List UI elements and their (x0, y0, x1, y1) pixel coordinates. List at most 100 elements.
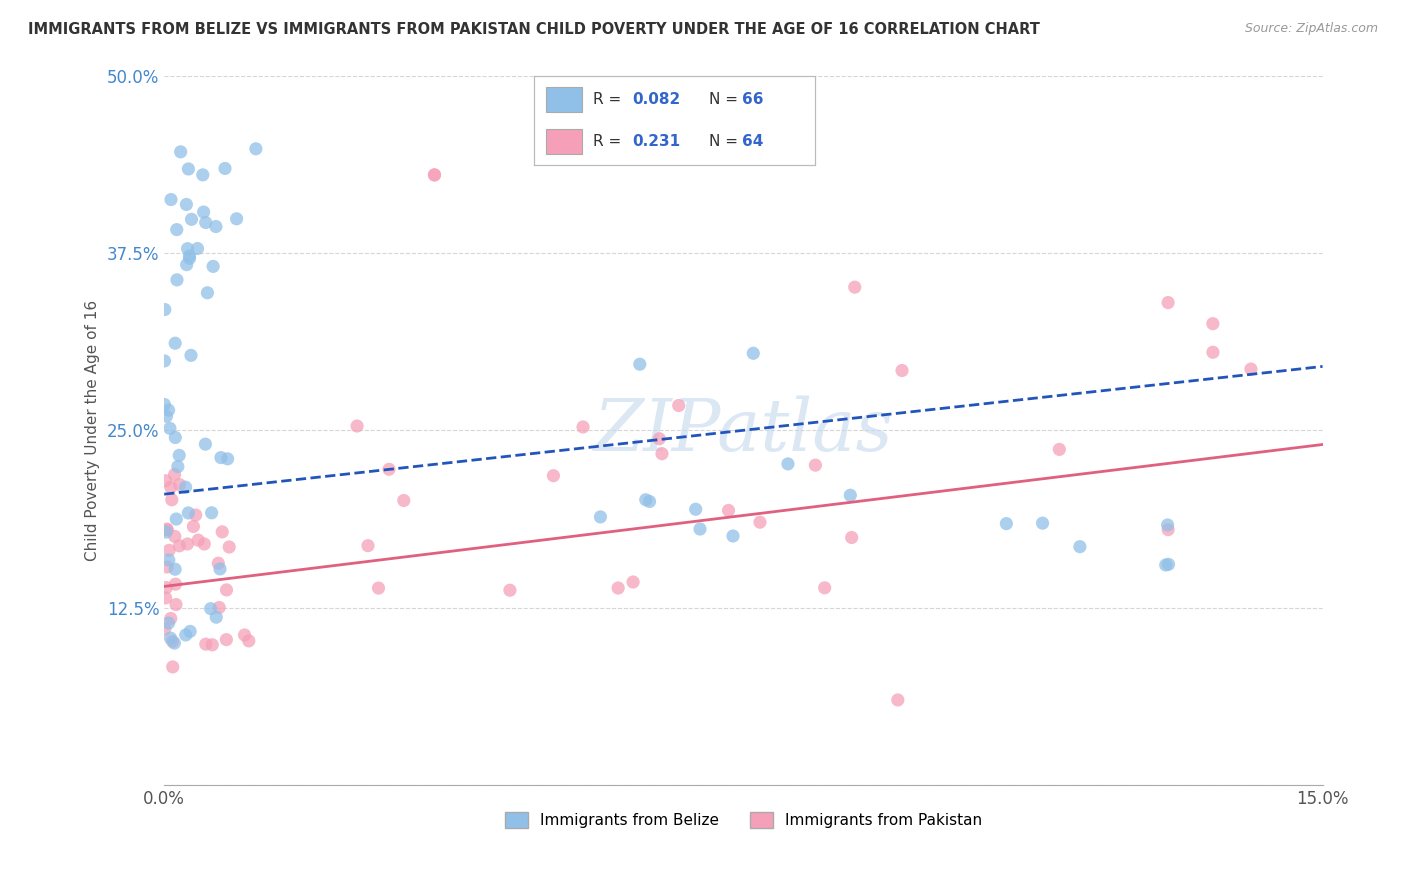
Legend: Immigrants from Belize, Immigrants from Pakistan: Immigrants from Belize, Immigrants from … (499, 806, 988, 834)
Point (211, 524, 233, 539)
Point (159, 611, 181, 625)
Point (166, 222, 188, 236)
Text: R =: R = (593, 135, 627, 149)
Point (995, 516, 1018, 531)
Point (721, 529, 744, 543)
Point (165, 430, 187, 444)
Point (157, 543, 180, 558)
Point (157, 553, 180, 567)
Point (162, 634, 184, 648)
Point (1157, 523, 1180, 537)
Point (174, 480, 197, 494)
Point (887, 693, 910, 707)
Point (638, 494, 661, 508)
Text: Source: ZipAtlas.com: Source: ZipAtlas.com (1244, 22, 1378, 36)
Point (186, 242, 208, 256)
Point (651, 447, 673, 461)
Point (1069, 540, 1091, 554)
Point (685, 502, 707, 516)
Point (165, 512, 187, 526)
Point (357, 539, 380, 553)
Point (839, 488, 862, 502)
Point (163, 636, 186, 650)
Point (167, 449, 190, 463)
Point (749, 515, 772, 529)
Point (233, 628, 256, 642)
Point (201, 506, 224, 520)
Point (162, 660, 184, 674)
Point (717, 503, 740, 517)
Point (155, 409, 177, 424)
Point (155, 581, 177, 595)
Point (1157, 558, 1180, 572)
Y-axis label: Child Poverty Under the Age of 16: Child Poverty Under the Age of 16 (86, 300, 100, 561)
Point (169, 145, 191, 159)
Point (209, 450, 232, 465)
Point (378, 462, 401, 476)
Point (215, 632, 238, 647)
Point (1157, 295, 1180, 310)
Point (215, 582, 238, 597)
Point (156, 523, 179, 537)
Point (187, 533, 209, 548)
Text: ZIPatlas: ZIPatlas (593, 395, 893, 466)
Point (589, 510, 612, 524)
Point (207, 556, 229, 570)
Point (159, 421, 181, 435)
Point (165, 336, 187, 351)
Point (1047, 442, 1070, 457)
Point (165, 598, 187, 612)
Point (157, 615, 180, 630)
Point (205, 219, 228, 234)
Point (176, 537, 198, 551)
Point (1202, 345, 1225, 359)
Point (205, 610, 228, 624)
Point (155, 591, 177, 605)
Point (163, 467, 186, 482)
Point (346, 419, 368, 434)
Point (160, 193, 183, 207)
Point (238, 633, 260, 648)
Point (572, 420, 595, 434)
Point (193, 205, 215, 219)
Point (499, 583, 522, 598)
Point (689, 522, 711, 536)
Point (423, 168, 446, 182)
Point (543, 468, 565, 483)
Point (176, 258, 198, 272)
Point (607, 581, 630, 595)
Point (166, 459, 188, 474)
Point (218, 540, 240, 554)
Point (245, 142, 267, 156)
Point (153, 622, 176, 636)
Point (423, 168, 446, 182)
Point (194, 637, 217, 651)
Point (179, 624, 201, 639)
Point (1202, 317, 1225, 331)
Point (1032, 516, 1054, 530)
Point (841, 531, 863, 545)
Point (176, 242, 198, 256)
Bar (546, 87, 582, 112)
Point (208, 562, 231, 576)
Point (201, 638, 224, 652)
Point (176, 197, 198, 211)
Text: N =: N = (709, 135, 742, 149)
Point (169, 539, 191, 553)
Point (157, 403, 180, 417)
Point (194, 215, 217, 229)
Text: IMMIGRANTS FROM BELIZE VS IMMIGRANTS FROM PAKISTAN CHILD POVERTY UNDER THE AGE O: IMMIGRANTS FROM BELIZE VS IMMIGRANTS FRO… (28, 22, 1040, 37)
Point (804, 458, 827, 472)
Point (160, 492, 183, 507)
Point (202, 260, 225, 274)
Point (153, 397, 176, 411)
Point (225, 211, 247, 226)
Point (193, 537, 215, 551)
Text: 66: 66 (742, 92, 763, 106)
Point (180, 348, 202, 362)
Point (156, 522, 179, 536)
Point (197, 285, 219, 300)
Point (208, 600, 231, 615)
Point (180, 212, 202, 227)
Point (183, 519, 205, 533)
